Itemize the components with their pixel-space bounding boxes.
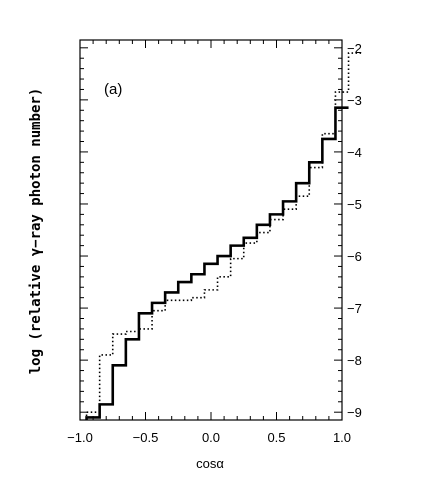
x-axis-label: cosα: [196, 456, 224, 471]
y-tick-label: −4: [347, 145, 362, 160]
series-layer: [85, 52, 362, 420]
x-tick-label: 0.5: [267, 430, 285, 445]
y-axis-label: log (relative γ−ray photon number): [28, 88, 44, 375]
series-solid-line: [85, 106, 349, 420]
y-tick-label: −6: [347, 249, 362, 264]
y-tick-label: −3: [347, 93, 362, 108]
axes: −1.0 −0.5 0.0 0.5 1.0 −9 −8 −7 −6 −5 −4 −3 −2: [67, 39, 362, 445]
y-tick-label: −7: [347, 301, 362, 316]
y-tick-label: −2: [347, 41, 362, 56]
x-tick-label: −1.0: [67, 430, 93, 445]
series-dotted-line: [85, 52, 362, 420]
y-tick-label: −9: [347, 405, 362, 420]
y-tick-label: −8: [347, 353, 362, 368]
x-tick-label: −0.5: [133, 430, 159, 445]
panel-label: (a): [104, 81, 122, 98]
x-tick-label: 1.0: [333, 430, 351, 445]
y-tick-label: −5: [347, 197, 362, 212]
x-tick-label: 0.0: [202, 430, 220, 445]
